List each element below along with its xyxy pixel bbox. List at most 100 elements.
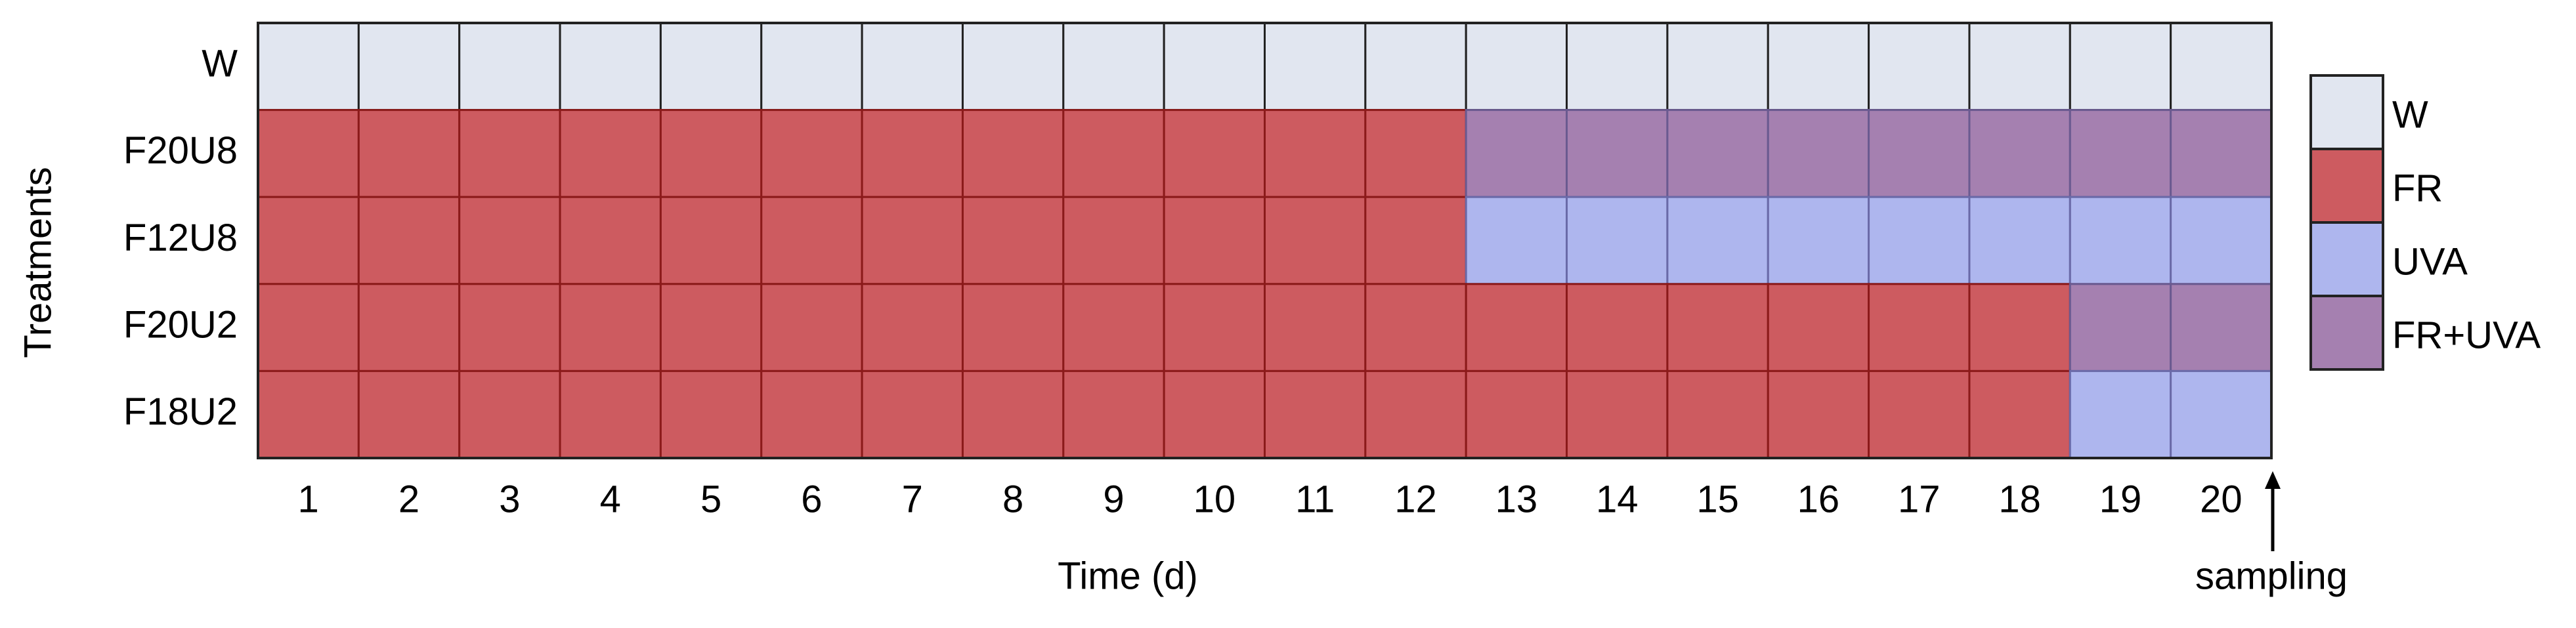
cell bbox=[1062, 196, 1165, 285]
x-tick-label: 4 bbox=[600, 478, 621, 520]
cell bbox=[1968, 283, 2071, 372]
legend-swatch bbox=[2309, 221, 2384, 297]
x-tick-label: 15 bbox=[1696, 478, 1739, 520]
cell bbox=[1666, 109, 1769, 198]
cell bbox=[659, 22, 763, 112]
x-tick-label: 3 bbox=[499, 478, 520, 520]
cell bbox=[1062, 369, 1165, 459]
cell bbox=[1364, 283, 1467, 372]
x-tick-label: 18 bbox=[1998, 478, 2041, 520]
x-tick-label: 1 bbox=[298, 478, 319, 520]
legend-label: FR+UVA bbox=[2392, 314, 2541, 356]
cell bbox=[1868, 283, 1971, 372]
annotation: sampling bbox=[2195, 555, 2348, 597]
cell bbox=[659, 109, 763, 198]
cell bbox=[2069, 283, 2172, 372]
row-label: F18U2 bbox=[123, 390, 238, 433]
x-tick-label: 20 bbox=[2200, 478, 2243, 520]
cell bbox=[357, 109, 461, 198]
legend-swatch bbox=[2309, 295, 2384, 371]
cell bbox=[1968, 109, 2071, 198]
cell bbox=[1968, 369, 2071, 459]
cell bbox=[1566, 196, 1669, 285]
cell bbox=[257, 196, 360, 285]
x-tick-label: 2 bbox=[398, 478, 419, 520]
legend-swatch bbox=[2309, 148, 2384, 224]
cell bbox=[1566, 22, 1669, 112]
x-tick-label: 10 bbox=[1193, 478, 1236, 520]
cell bbox=[2069, 109, 2172, 198]
cell bbox=[760, 22, 863, 112]
row-label: F20U8 bbox=[123, 129, 238, 172]
cell bbox=[961, 109, 1065, 198]
cell bbox=[2069, 22, 2172, 112]
cell bbox=[1868, 369, 1971, 459]
cell bbox=[1364, 109, 1467, 198]
row-label: F12U8 bbox=[123, 217, 238, 259]
cell bbox=[1264, 369, 1367, 459]
cell bbox=[1163, 196, 1266, 285]
cell bbox=[861, 369, 964, 459]
cell bbox=[257, 369, 360, 459]
cell bbox=[2170, 109, 2273, 198]
cell bbox=[559, 369, 662, 459]
cell bbox=[559, 196, 662, 285]
cell bbox=[1868, 109, 1971, 198]
x-tick-label: 14 bbox=[1596, 478, 1639, 520]
cell bbox=[1767, 283, 1870, 372]
cell bbox=[1163, 283, 1266, 372]
cell bbox=[1666, 22, 1769, 112]
cell bbox=[1666, 283, 1769, 372]
legend-label: W bbox=[2392, 93, 2428, 136]
cell bbox=[1465, 369, 1568, 459]
x-tick-label: 11 bbox=[1295, 478, 1335, 520]
cell bbox=[559, 109, 662, 198]
cell bbox=[1163, 22, 1266, 112]
x-tick-label: 19 bbox=[2099, 478, 2142, 520]
cell bbox=[357, 196, 461, 285]
cell bbox=[1264, 196, 1367, 285]
cell bbox=[1264, 109, 1367, 198]
cell bbox=[1264, 283, 1367, 372]
cell bbox=[1465, 22, 1568, 112]
cell bbox=[760, 109, 863, 198]
sampling-arrow bbox=[2265, 471, 2281, 551]
cell bbox=[1566, 369, 1669, 459]
cell bbox=[659, 369, 763, 459]
cell bbox=[1767, 109, 1870, 198]
cell bbox=[1968, 196, 2071, 285]
cell bbox=[1767, 196, 1870, 285]
cell bbox=[961, 369, 1065, 459]
cell bbox=[1062, 109, 1165, 198]
x-tick-label: 16 bbox=[1797, 478, 1840, 520]
cell bbox=[1163, 369, 1266, 459]
cell bbox=[1868, 22, 1971, 112]
cell bbox=[559, 283, 662, 372]
cell bbox=[458, 22, 561, 112]
x-tick-label: 8 bbox=[1002, 478, 1023, 520]
cell bbox=[659, 196, 763, 285]
cell bbox=[961, 22, 1065, 112]
cell bbox=[257, 283, 360, 372]
cell bbox=[1264, 22, 1367, 112]
cell bbox=[1767, 22, 1870, 112]
x-tick-label: 6 bbox=[801, 478, 822, 520]
legend-swatch bbox=[2309, 74, 2384, 150]
cell bbox=[2170, 196, 2273, 285]
cell bbox=[1465, 283, 1568, 372]
cell bbox=[1163, 109, 1266, 198]
cell bbox=[961, 283, 1065, 372]
row-label: F20U2 bbox=[123, 303, 238, 346]
cell bbox=[458, 196, 561, 285]
cell bbox=[1968, 22, 2071, 112]
x-axis-label: Time (d) bbox=[1058, 555, 1198, 597]
cell bbox=[1566, 109, 1669, 198]
cell bbox=[357, 369, 461, 459]
cell bbox=[861, 196, 964, 285]
cell bbox=[861, 109, 964, 198]
x-tick-label: 5 bbox=[700, 478, 721, 520]
legend-label: UVA bbox=[2392, 240, 2468, 283]
cell bbox=[1062, 22, 1165, 112]
cell bbox=[2170, 283, 2273, 372]
cell bbox=[458, 369, 561, 459]
